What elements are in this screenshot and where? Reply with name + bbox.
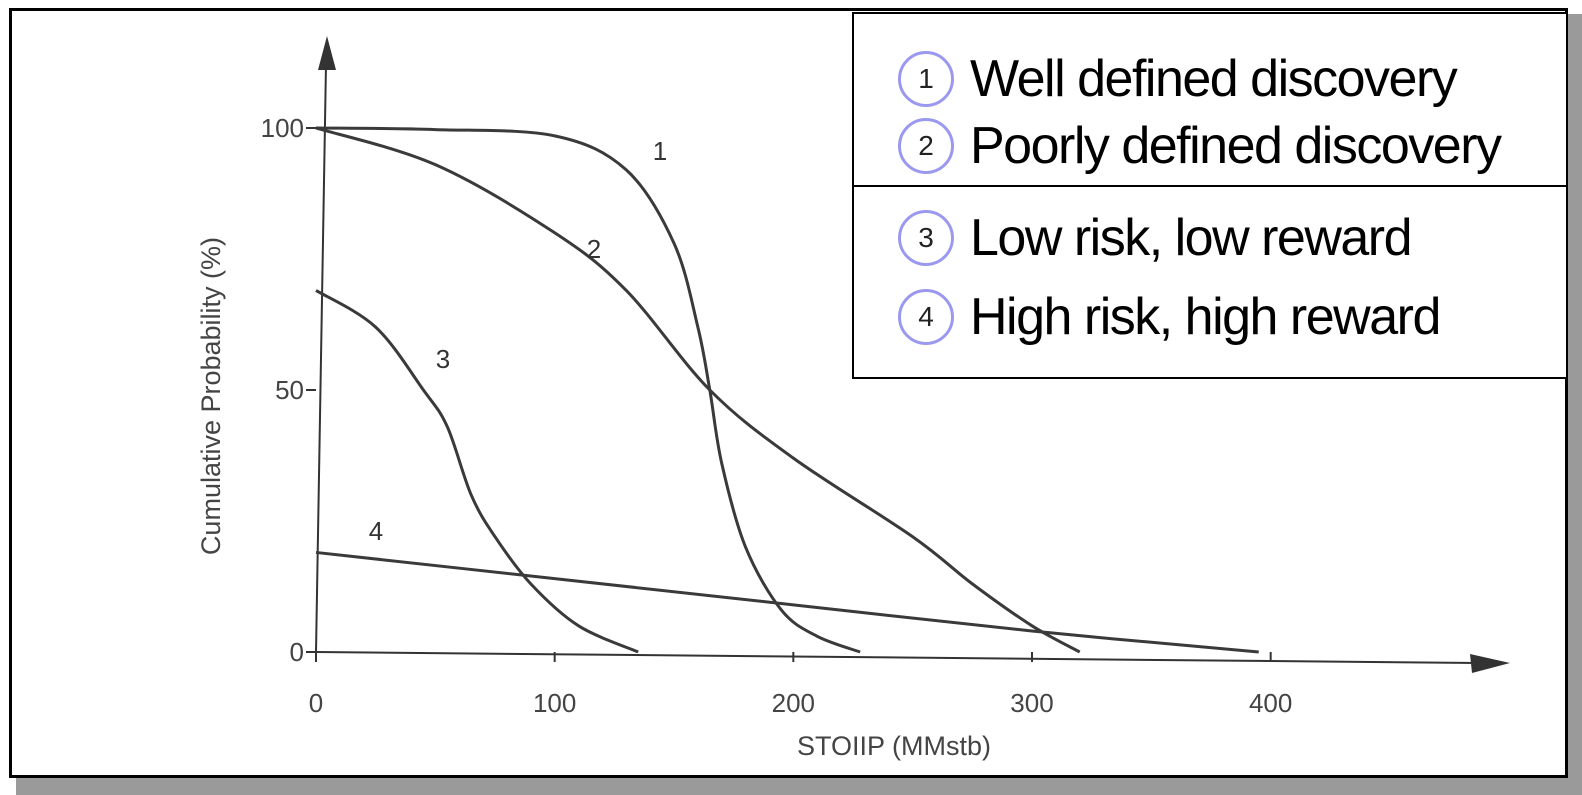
series-label-4: 4 — [369, 516, 383, 546]
legend-item-2: 2 Poorly defined discovery — [898, 111, 1502, 181]
x-axis-arrow — [1470, 654, 1510, 673]
x-tick-label: 100 — [533, 688, 576, 718]
legend-item-1: 1 Well defined discovery — [898, 44, 1458, 114]
tick-labels: 0 100 200 300 400 0 50 100 — [261, 113, 1293, 718]
series-curve-2 — [315, 126, 1081, 654]
curves — [315, 126, 1259, 654]
y-axis-line — [315, 63, 327, 653]
legend-item-3: 3 Low risk, low reward — [898, 203, 1413, 273]
legend-label-2: Poorly defined discovery — [970, 117, 1502, 175]
legend-divider — [854, 185, 1566, 187]
legend-number-2: 2 — [898, 118, 954, 174]
series-label-3: 3 — [436, 344, 450, 374]
legend-label-3: Low risk, low reward — [970, 209, 1413, 267]
legend-item-4: 4 High risk, high reward — [898, 282, 1441, 352]
x-tick-label: 0 — [309, 688, 323, 718]
series-curve-1 — [315, 126, 861, 654]
y-axis-arrow — [318, 36, 336, 70]
legend: 1 Well defined discovery 2 Poorly define… — [852, 12, 1568, 379]
legend-number-1: 1 — [898, 51, 954, 107]
curve-labels: 1 2 3 4 — [369, 136, 667, 546]
legend-number-3: 3 — [898, 210, 954, 266]
x-axis-line — [315, 651, 1479, 664]
legend-label-4: High risk, high reward — [970, 288, 1441, 346]
series-curve-4 — [315, 550, 1259, 654]
legend-number-4: 4 — [898, 289, 954, 345]
y-tick-label: 100 — [261, 113, 304, 143]
series-label-1: 1 — [653, 136, 667, 166]
series-label-2: 2 — [587, 234, 601, 264]
x-tick-label: 300 — [1010, 688, 1053, 718]
y-tick-label: 50 — [275, 375, 304, 405]
legend-label-1: Well defined discovery — [970, 50, 1458, 108]
x-tick-label: 400 — [1249, 688, 1292, 718]
x-axis-title: STOIIP (MMstb) — [797, 731, 991, 761]
x-tick-label: 200 — [772, 688, 815, 718]
y-tick-label: 0 — [290, 637, 304, 667]
y-axis-title: Cumulative Probability (%) — [196, 237, 226, 555]
series-curve-3 — [315, 289, 639, 654]
